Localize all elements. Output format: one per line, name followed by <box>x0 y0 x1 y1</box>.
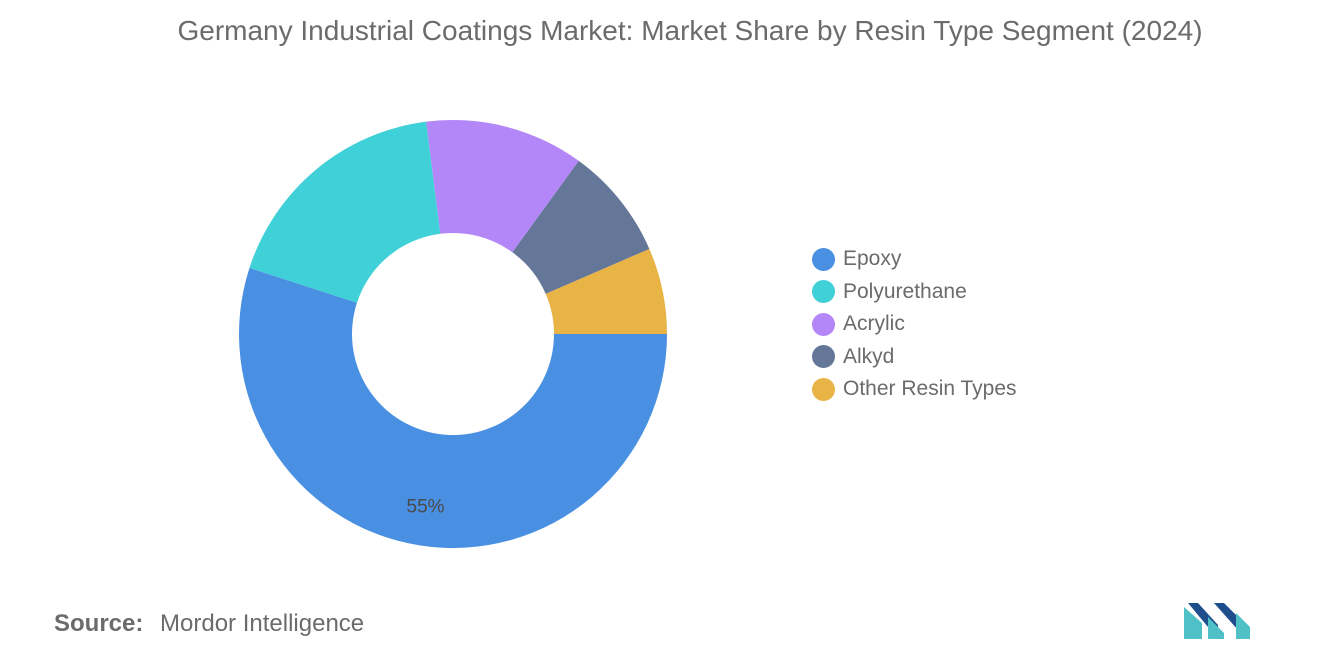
slice-alkyd <box>512 160 650 294</box>
chart-title: Germany Industrial Coatings Market: Mark… <box>177 15 1203 46</box>
mordor-intelligence-logo-icon <box>1184 603 1250 639</box>
slice-epoxy <box>238 267 668 549</box>
chart-legend: Epoxy Polyurethane Acrylic Alkyd Other Resin… <box>812 243 1017 406</box>
source-label: Source: <box>54 610 144 637</box>
legend-label-epoxy: Epoxy <box>843 247 902 271</box>
legend-swatch-epoxy <box>812 247 835 271</box>
slice-other-resin-types <box>545 249 667 334</box>
legend-item-alkyd: Alkyd <box>812 341 1017 374</box>
legend-label-alkyd: Alkyd <box>843 344 895 368</box>
legend-swatch-acrylic <box>812 312 835 336</box>
legend-label-polyurethane: Polyurethane <box>843 279 967 303</box>
legend-item-other-resin-types: Other Resin Types <box>812 373 1017 406</box>
legend-label-other-resin-types: Other Resin Types <box>843 377 1017 401</box>
legend-swatch-other-resin-types <box>812 377 835 401</box>
legend-item-acrylic: Acrylic <box>812 308 1017 341</box>
slice-acrylic <box>426 119 579 253</box>
source-value: Mordor Intelligence <box>160 610 365 637</box>
legend-item-epoxy: Epoxy <box>812 243 1017 276</box>
legend-item-polyurethane: Polyurethane <box>812 276 1017 309</box>
legend-swatch-polyurethane <box>812 280 835 304</box>
source-note: Source: Mordor Intelligence <box>54 610 364 638</box>
legend-swatch-alkyd <box>812 345 835 369</box>
slice-polyurethane <box>249 121 441 303</box>
legend-label-acrylic: Acrylic <box>843 312 905 336</box>
slice-label-epoxy: 55% <box>407 496 445 517</box>
